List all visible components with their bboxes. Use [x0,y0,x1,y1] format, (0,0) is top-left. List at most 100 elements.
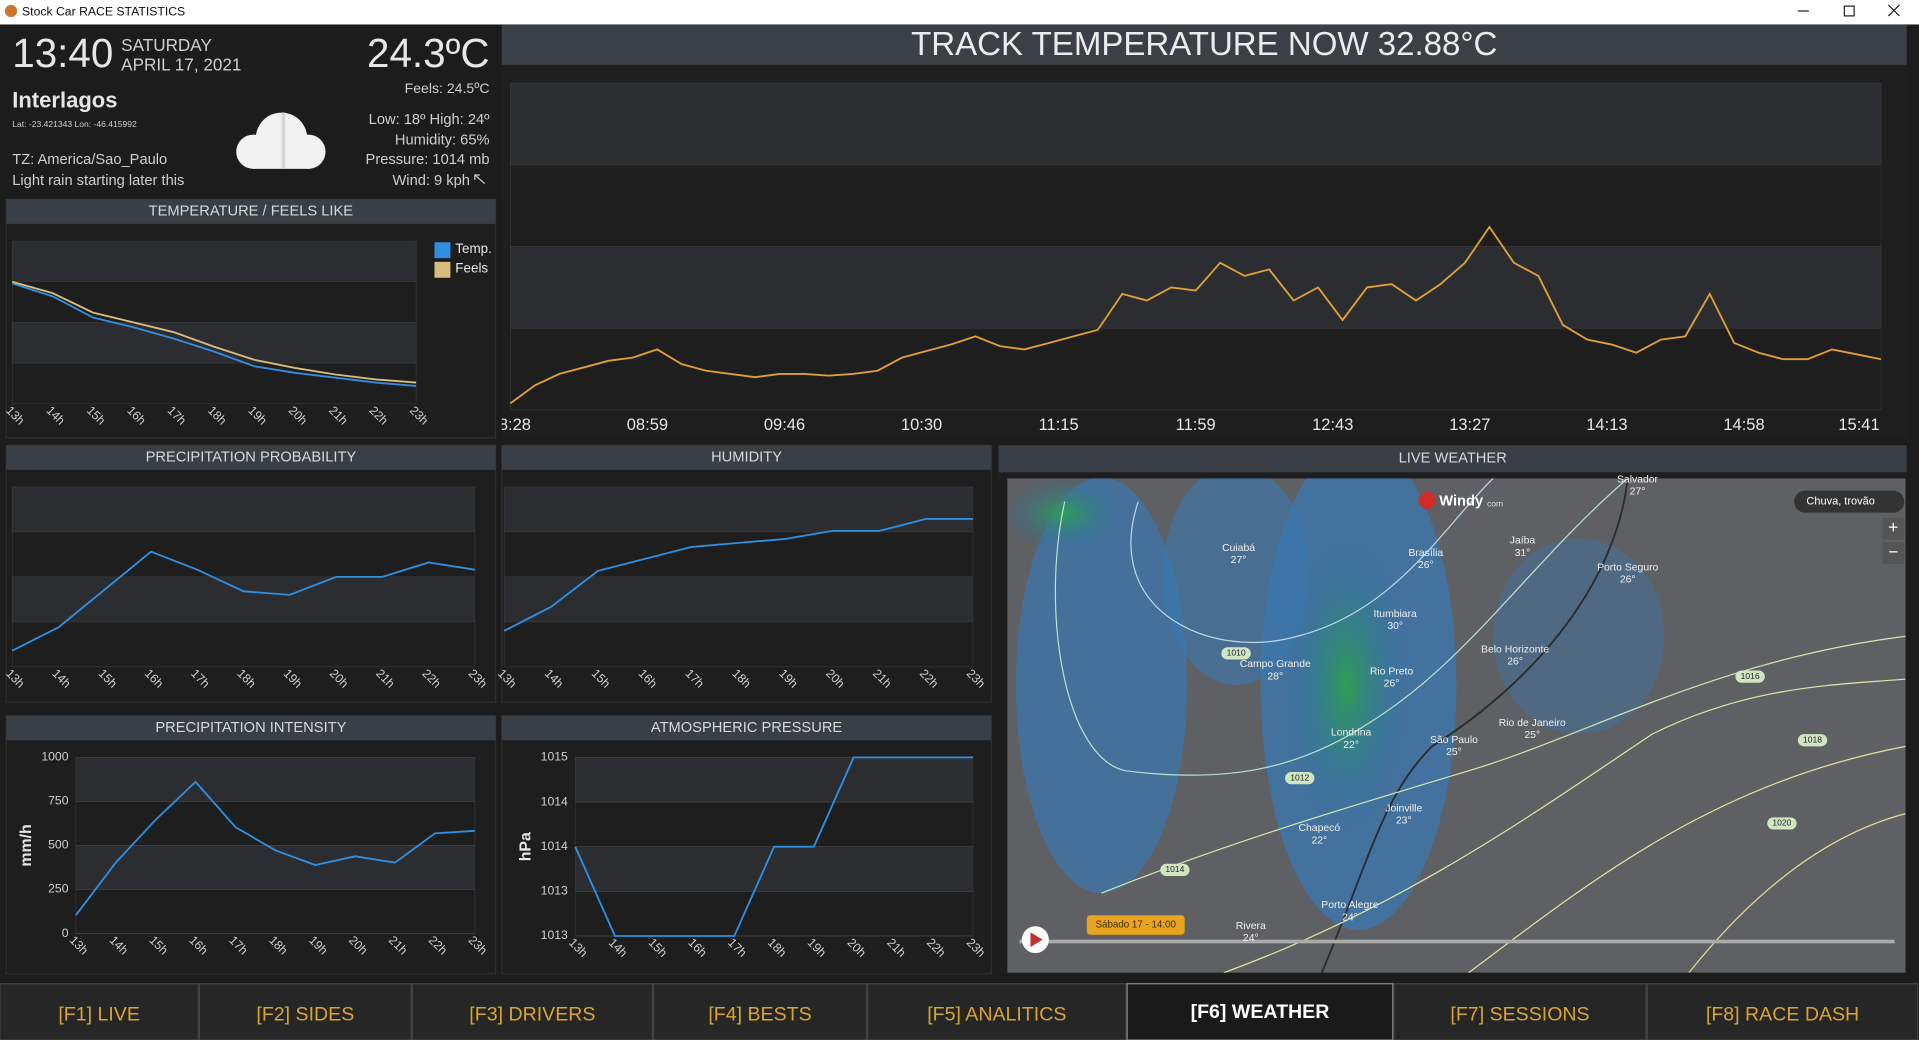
plot-band [11,576,476,623]
x-tick-label: 13:27 [1449,416,1490,434]
tab[interactable] [198,983,412,1040]
tab[interactable] [411,983,653,1040]
city-name: Jaíba [1510,536,1536,547]
city-name: Londrina [1331,728,1372,739]
city-name: Belo Horizonte [1481,644,1549,655]
feels-like: Feels: 24.5ºC [405,80,490,96]
x-tick-label: 10:30 [901,416,942,434]
x-tick-label: 14:13 [1586,416,1627,434]
maximize-button[interactable] [1843,5,1855,17]
date: APRIL 17, 2021 [121,55,241,75]
city-temp: 26° [1384,679,1400,690]
tab[interactable] [1646,983,1919,1040]
tab[interactable] [0,983,199,1040]
tab-label[interactable]: [F6] WEATHER [1191,1001,1330,1023]
city-name: Chapecó [1299,823,1341,834]
panel-header [6,715,496,741]
legend-swatch [434,261,451,278]
plot-band [503,531,974,578]
panel-title: HUMIDITY [711,449,782,465]
plot-band [503,486,974,533]
plot-band [510,246,1882,329]
plot-band [75,889,476,934]
line-series [75,780,475,916]
plot-band [11,322,417,364]
legend-label: Temp. [455,241,492,256]
day: SATURDAY [121,35,212,55]
x-tick-label: 08:28 [490,416,531,434]
close-button[interactable] [1887,4,1900,17]
map-layer[interactable]: Chuva, trovão [1806,496,1874,508]
line-series [11,282,417,387]
city-name: Rivera [1236,921,1266,932]
city-temp: 26° [1418,560,1434,571]
isobar-tag [1160,863,1190,877]
panel-title: ATMOSPHERIC PRESSURE [651,720,843,736]
x-tick-label: 11:59 [1176,416,1216,434]
city-name: Porto Seguro [1597,562,1658,573]
tab-label[interactable]: [F2] SIDES [256,1004,354,1026]
tab[interactable] [867,983,1127,1040]
city-name: Itumbiara [1374,609,1418,620]
tab-label[interactable]: [F4] BESTS [708,1004,811,1026]
plot-band [11,240,417,283]
panel-title: PRECIPITATION INTENSITY [155,720,346,736]
plot-band [75,757,476,802]
map-header [998,445,1907,473]
map-brand: Windy [1439,494,1484,510]
city-name: Rio Preto [1370,666,1414,677]
timezone: TZ: America/Sao_Paulo [12,152,167,168]
app-icon [4,4,18,18]
humidity-now: Humidity: 65% [395,133,490,149]
tab[interactable] [1126,983,1394,1040]
tab-label[interactable]: [F3] DRIVERS [469,1004,595,1026]
city-temp: 26° [1620,575,1636,586]
city-temp: 25° [1446,747,1462,758]
tab-label[interactable]: [F5] ANALITICS [927,1004,1066,1026]
city-temp: 31° [1515,548,1531,559]
current-temp: 24.3ºC [367,30,490,76]
legend-label: Feels [455,261,488,276]
legend-swatch [434,242,451,259]
title-bar [0,0,1919,25]
y-tick-label: 750 [48,794,69,808]
x-tick-label: 09:46 [764,416,805,434]
plot-band [11,362,417,405]
panel-header [6,445,496,470]
pressure-now: Pressure: 1014 mb [366,152,490,168]
tab[interactable] [1393,983,1647,1040]
plot-band [11,531,476,578]
tab[interactable] [652,983,868,1040]
city-name: Joinville [1385,804,1422,815]
track-title: TRACK TEMPERATURE NOW 32.88°C [911,25,1497,62]
location: Interlagos [12,87,117,112]
plot-band [574,891,974,937]
plot-band [510,82,1882,166]
y-tick-label: 500 [48,838,69,852]
tab-label[interactable]: [F8] RACE DASH [1706,1004,1859,1026]
panel-header [6,199,496,224]
map-title: LIVE WEATHER [1399,451,1507,467]
city-name: São Paulo [1430,735,1478,746]
clock: 13:40 [12,30,113,76]
y-tick-label: 1015 [541,750,568,764]
x-tick-label: 12:43 [1312,416,1353,434]
city-temp: 27° [1231,555,1247,566]
forecast: Light rain starting later this [12,173,184,189]
cloud-icon [236,112,326,169]
y-axis-label: hPa [517,832,534,861]
city-name: Salvador [1617,474,1659,485]
isobar-tag [1735,670,1765,683]
plot-band [510,164,1882,247]
city-temp: 22° [1311,835,1327,846]
city-name: Rio de Janeiro [1499,718,1566,729]
tab-label[interactable]: [F1] LIVE [58,1004,140,1026]
track-header [501,24,1907,65]
y-axis-label: mm/h [18,824,35,866]
city-temp: 24° [1243,933,1259,944]
y-tick-label: 0 [62,926,69,940]
tab-label[interactable]: [F7] SESSIONS [1450,1004,1589,1026]
map[interactable]: +− [1004,440,1906,973]
isobar-tag [1797,734,1828,747]
